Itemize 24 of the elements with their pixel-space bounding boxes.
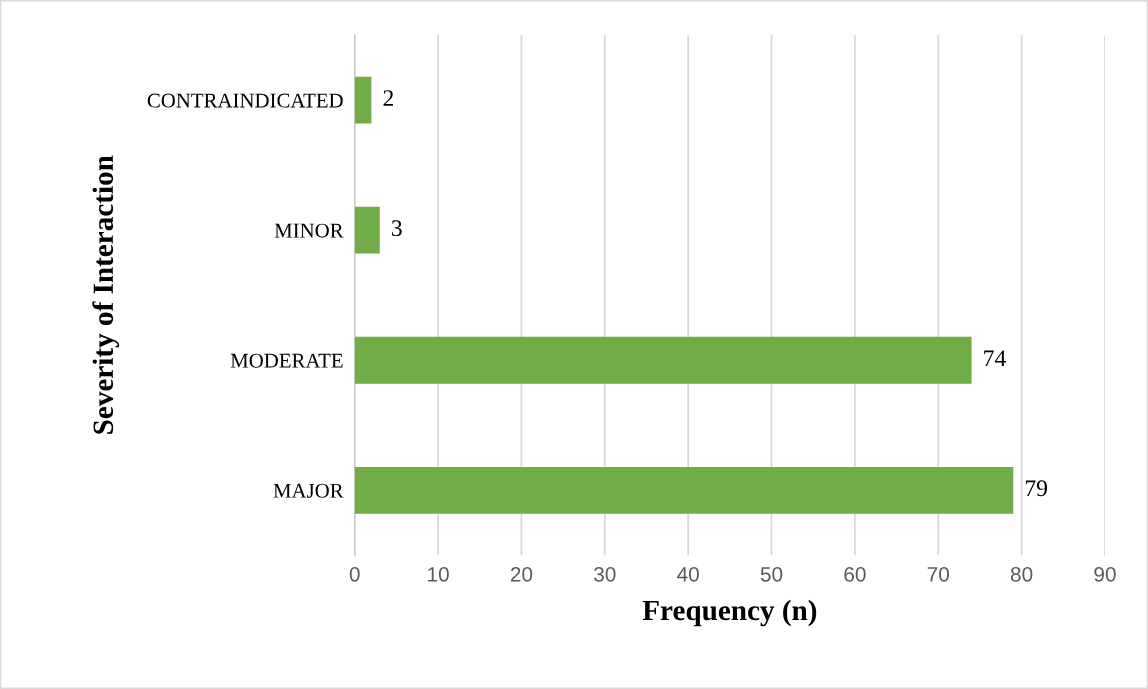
bar [354,466,1014,514]
bar [354,336,972,384]
x-tick-label: 70 [927,567,950,582]
y-tick-label: MAJOR [273,483,344,498]
x-tick-label: 10 [428,567,449,582]
bar [354,76,372,124]
x-tick-label: 50 [760,567,783,582]
x-tick-label: 30 [594,567,616,582]
x-tick-label: 80 [1010,567,1033,582]
x-tick-label: 0 [349,567,360,582]
data-label: 3 [391,220,402,237]
data-label: 79 [1025,480,1048,497]
x-axis-title: Frequency (n) [642,599,817,627]
x-tick-label: 60 [844,567,866,582]
data-label: 2 [383,90,394,106]
y-tick-label: MINOR [274,223,344,238]
data-label: 74 [984,350,1006,366]
x-tick-label: 90 [1094,567,1116,582]
bar [354,206,380,254]
y-tick-label: CONTRAINDICATED [147,93,343,108]
x-tick-label: 40 [677,567,699,582]
y-tick-label: MODERATE [230,353,343,368]
x-tick-label: 20 [510,567,533,582]
y-axis-title: Severity of Interaction [92,155,120,434]
